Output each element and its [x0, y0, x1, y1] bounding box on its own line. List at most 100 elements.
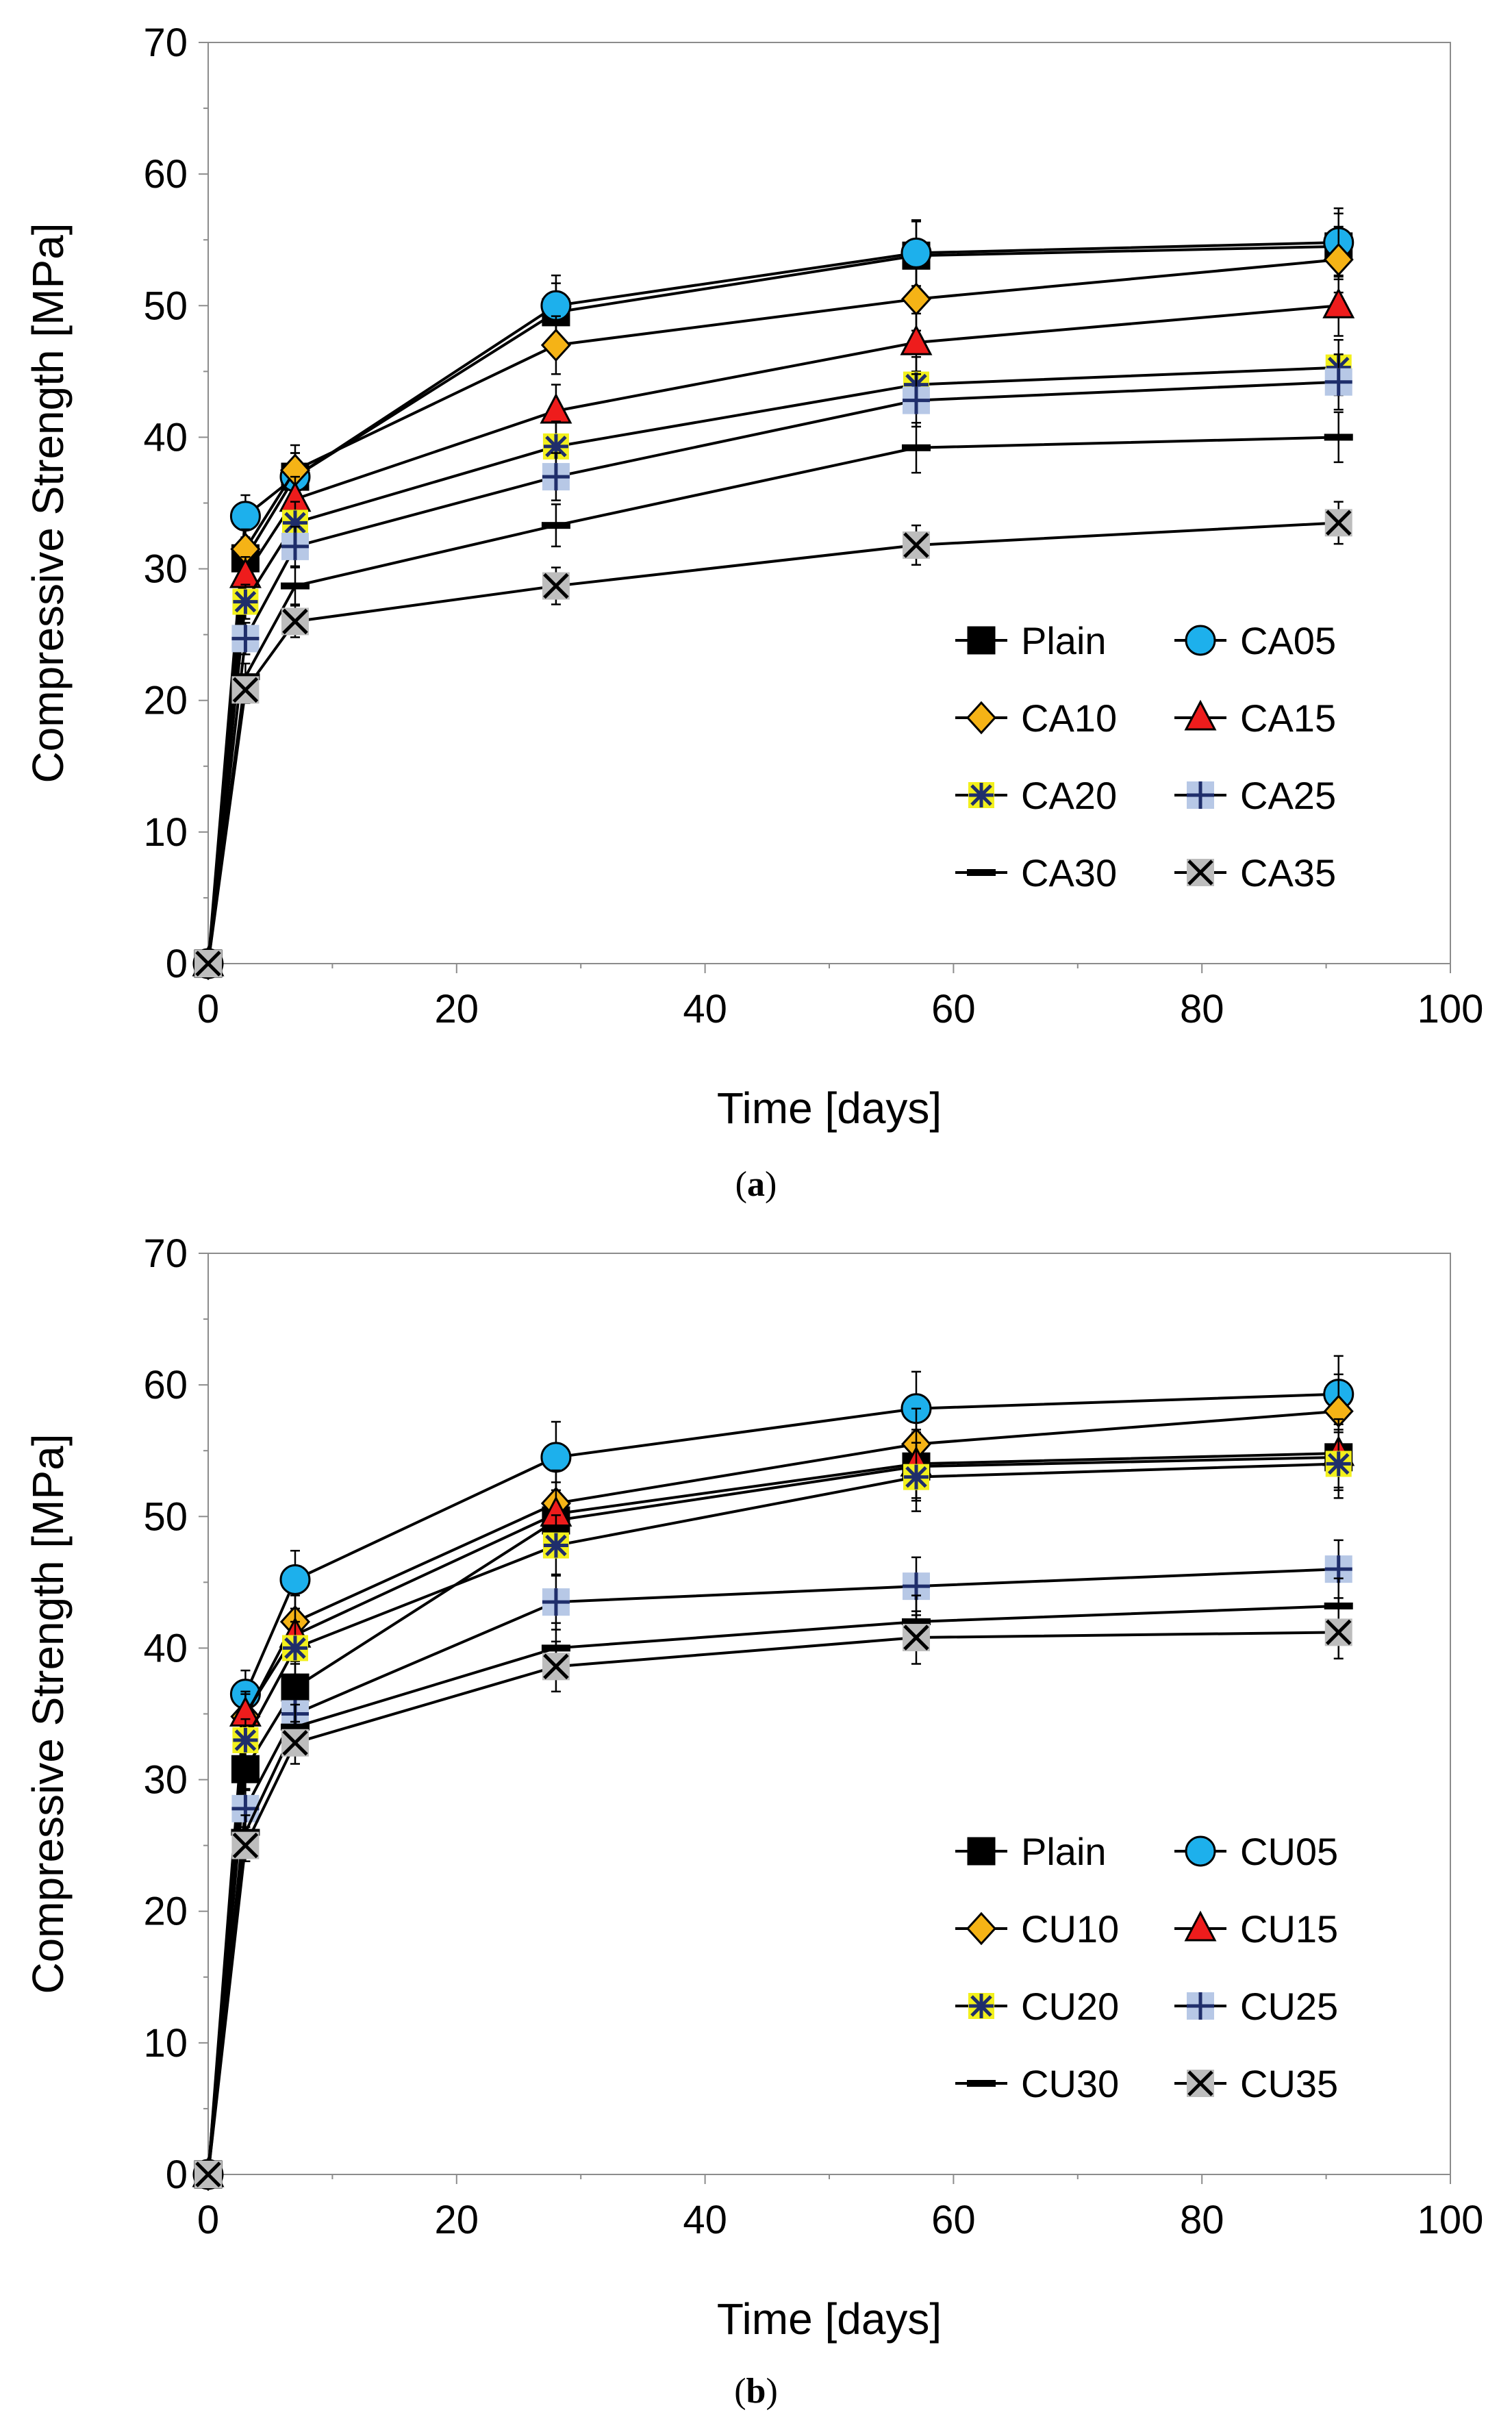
chart-b-point-cu20: [542, 1532, 569, 1559]
chart-a-series-ca30: [194, 411, 1353, 967]
chart-b-line-cu25: [207, 1568, 1339, 2175]
chart-a-legend-label-plain: Plain: [1021, 619, 1107, 662]
chart-a-plot-frame: [207, 42, 1451, 964]
chart-b-x-axis-title: Time [days]: [717, 2294, 942, 2344]
chart-b-legend-label-cu25: CU25: [1240, 1985, 1338, 2028]
chart-a-series-ca25: [194, 353, 1352, 977]
chart-a-legend-marker-ca10: [966, 701, 997, 735]
chart-b-legend-marker-cu20: [968, 1993, 994, 2019]
chart-a-legend-item-ca25: CA25: [1174, 774, 1336, 817]
chart-a-point-ca20: [232, 588, 259, 615]
chart-a-legend: Plain CA05 CA10 CA15 CA20 CA25 CA30 CA35: [955, 619, 1336, 894]
chart-a-point-ca15: [900, 324, 933, 355]
chart-b-legend-label-cu10: CU10: [1021, 1907, 1119, 1950]
chart-a-ytick-label: 10: [143, 810, 188, 855]
chart-b-legend-marker-cu10: [966, 1911, 997, 1946]
chart-a-series-ca35: [194, 501, 1352, 977]
chart-b-legend-item-cu30: CU30: [955, 2062, 1119, 2105]
chart-a-line-ca25: [207, 380, 1339, 964]
chart-a-legend-item-ca15: CA15: [1174, 697, 1336, 740]
chart-b-point-cu35: [194, 2161, 222, 2188]
chart-a-line-ca10: [207, 258, 1339, 964]
chart-a-legend-label-ca05: CA05: [1240, 619, 1336, 662]
chart-a-legend-item-ca30: CA30: [955, 851, 1117, 894]
chart-b-ytick-label: 10: [143, 2021, 188, 2066]
chart-b-ytick-label: 40: [143, 1626, 188, 1670]
chart-b-xtick-label: 0: [197, 2198, 219, 2242]
chart-a-xtick-label: 40: [683, 987, 727, 1031]
chart-b-point-cu35: [281, 1729, 309, 1757]
caption-b: (b): [0, 2371, 1512, 2411]
chart-a-point-ca30: [541, 522, 570, 529]
chart-b-point-cu35: [231, 1831, 260, 1859]
chart-a-xtick-label: 0: [197, 987, 219, 1031]
chart-b-point-cu35: [542, 1653, 570, 1681]
chart-b-series-plain: [194, 1423, 1353, 2189]
chart-b-ytick-label: 20: [143, 1890, 188, 1934]
chart-a-xtick-label: 80: [1180, 987, 1224, 1031]
caption-b-open: (: [734, 2372, 746, 2411]
chart-a-point-ca25: [281, 532, 309, 560]
chart-a-legend-marker-ca05: [1185, 625, 1216, 656]
chart-a-point-ca05: [229, 501, 261, 532]
chart-a-legend-label-ca35: CA35: [1240, 851, 1336, 894]
chart-b-xtick-label: 80: [1180, 2198, 1224, 2242]
chart-b-point-cu05: [279, 1564, 311, 1596]
chart-a-legend-marker-ca35: [1187, 859, 1214, 886]
chart-b-point-cu35: [1324, 1618, 1352, 1646]
chart-b-point-cu20: [232, 1727, 259, 1753]
chart-b-legend-marker-plain: [967, 1837, 996, 1866]
chart-b-legend-item-cu15: CU15: [1174, 1907, 1338, 1950]
chart-a-legend-label-ca15: CA15: [1240, 697, 1336, 740]
chart-a-point-ca10: [900, 282, 932, 316]
chart-a-line-ca30: [207, 436, 1339, 964]
chart-b-legend-marker-cu25: [1187, 1992, 1214, 2020]
chart-b-xtick-label: 20: [435, 2198, 479, 2242]
chart-b: 0 10 20 30 40 50 60 70 0 20 40 60 80 100 Time [days] Co…: [23, 1231, 1483, 2344]
chart-a-point-ca05: [900, 237, 932, 268]
chart-b-legend-label-plain: Plain: [1021, 1830, 1107, 1873]
caption-b-close: ): [766, 2372, 778, 2411]
chart-a-point-ca15: [1322, 288, 1355, 318]
chart-a-x-axis-title: Time [days]: [717, 1083, 942, 1133]
chart-a-xtick-label: 60: [931, 987, 976, 1031]
caption-b-letter: b: [746, 2372, 766, 2411]
chart-a: 0 10 20 30 40 50 60 70 0 20 40 60 80 100 Time [days] Co…: [23, 21, 1483, 1133]
chart-b-legend-label-cu05: CU05: [1240, 1830, 1338, 1873]
chart-b-point-cu05: [540, 1442, 572, 1473]
chart-b-series-cu15: [192, 1418, 1355, 2187]
chart-a-ytick-label: 0: [166, 942, 188, 986]
chart-a-legend-marker-plain: [967, 626, 996, 655]
chart-b-line-cu10: [207, 1409, 1339, 2175]
chart-a-line-ca20: [207, 366, 1339, 964]
chart-a-xtick-label: 20: [435, 987, 479, 1031]
caption-a: (a): [0, 1164, 1512, 1205]
chart-a-point-ca25: [902, 386, 930, 414]
chart-b-point-cu20: [903, 1464, 929, 1490]
chart-b-point-cu20: [1325, 1451, 1352, 1477]
chart-b-ytick-label: 70: [143, 1231, 188, 1276]
chart-a-legend-marker-ca20: [968, 782, 994, 808]
chart-b-series-cu35: [194, 1605, 1352, 2188]
chart-a-point-ca35: [281, 607, 309, 636]
chart-b-series-cu05: [192, 1355, 1354, 2190]
chart-a-series-plain: [194, 212, 1353, 978]
chart-a-legend-item-ca35: CA35: [1174, 851, 1336, 894]
chart-a-point-ca30: [1324, 434, 1353, 441]
chart-a-point-ca30: [901, 444, 931, 451]
chart-a-ytick-label: 50: [143, 284, 188, 328]
chart-b-legend-item-cu05: CU05: [1174, 1830, 1338, 1873]
chart-b-legend-label-cu35: CU35: [1240, 2062, 1338, 2105]
chart-a-point-ca35: [902, 531, 930, 559]
caption-a-close: ): [765, 1165, 777, 1204]
chart-a-legend-item-ca05: CA05: [1174, 619, 1336, 662]
chart-a-legend-marker-ca25: [1187, 781, 1214, 809]
caption-a-letter: a: [747, 1165, 765, 1204]
chart-b-ytick-label: 60: [143, 1363, 188, 1407]
chart-b-series-cu30: [194, 1577, 1353, 2178]
chart-a-point-ca35: [1324, 509, 1352, 537]
chart-b-legend-item-cu25: CU25: [1174, 1985, 1338, 2028]
chart-b-series-cu20: [195, 1429, 1352, 2187]
chart-b-legend-marker-cu30: [967, 2080, 996, 2087]
chart-a-legend-marker-ca15: [1184, 699, 1217, 731]
